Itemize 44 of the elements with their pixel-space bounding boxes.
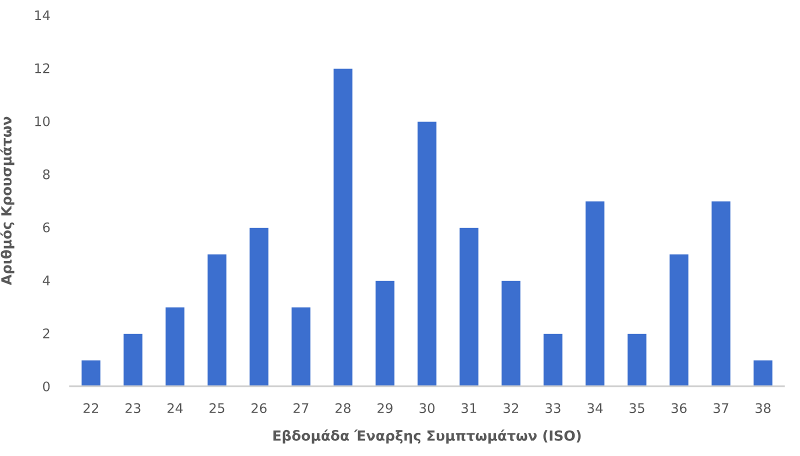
bar [80, 359, 102, 386]
x-tick-label: 32 [504, 403, 518, 414]
y-tick-label: 2 [43, 328, 50, 338]
x-tick-label: 30 [420, 403, 435, 414]
bar [668, 252, 690, 386]
x-tick-label: 31 [462, 403, 476, 414]
bar [710, 200, 732, 386]
x-tick-label: 33 [546, 403, 560, 414]
y-tick-label: 12 [35, 63, 50, 74]
bar [374, 279, 396, 386]
bar [500, 279, 522, 386]
bar [416, 120, 438, 386]
y-tick-label: 8 [43, 169, 50, 180]
x-tick-label: 34 [588, 403, 603, 414]
y-tick-label: 10 [35, 116, 50, 126]
bar [164, 306, 186, 386]
bar [626, 332, 648, 386]
x-tick-label: 26 [252, 403, 267, 414]
bar [752, 359, 774, 386]
x-tick-label: 25 [210, 403, 224, 414]
y-tick-label: 4 [42, 276, 50, 286]
bar [584, 200, 606, 386]
x-tick-label: 23 [126, 403, 140, 414]
y-tick-label: 0 [43, 381, 50, 392]
bar [542, 332, 564, 386]
bar [290, 306, 312, 386]
bar [206, 252, 228, 386]
y-tick-label: 14 [35, 10, 50, 20]
x-tick-label: 36 [672, 403, 687, 414]
x-tick-label: 29 [378, 403, 392, 414]
y-tick-label: 6 [43, 222, 50, 232]
x-axis-title: Εβδομάδα Έναρξης Συμπτωμάτων (ISO) [273, 430, 581, 444]
x-tick-label: 24 [168, 403, 183, 413]
x-tick-label: 22 [84, 403, 98, 413]
bar [458, 226, 480, 386]
bar [332, 67, 354, 386]
x-tick-label: 35 [630, 403, 644, 414]
bar [122, 332, 144, 386]
x-tick-label: 28 [336, 403, 350, 414]
x-tick-label: 27 [294, 403, 308, 413]
y-axis-title: Αριθμός Κρουσμάτων [0, 116, 14, 286]
x-tick-label: 37 [714, 403, 728, 414]
x-tick-label: 38 [756, 403, 770, 414]
bar [248, 226, 270, 386]
